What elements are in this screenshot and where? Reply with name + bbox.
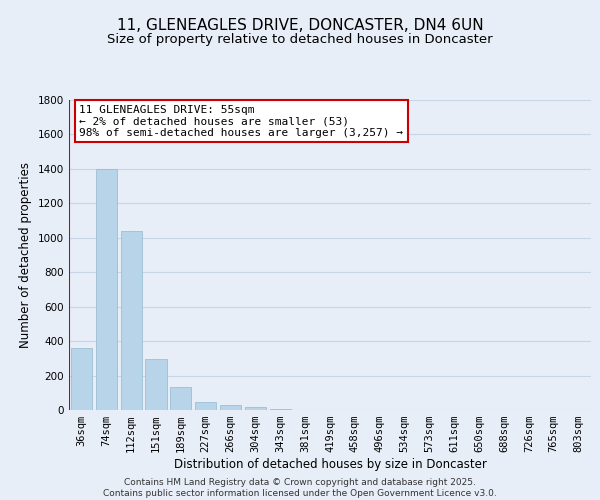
Bar <box>145 359 167 410</box>
Text: 11, GLENEAGLES DRIVE, DONCASTER, DN4 6UN: 11, GLENEAGLES DRIVE, DONCASTER, DN4 6UN <box>116 18 484 32</box>
Bar <box>96 169 117 410</box>
Bar <box>245 406 266 410</box>
Text: Size of property relative to detached houses in Doncaster: Size of property relative to detached ho… <box>107 32 493 46</box>
X-axis label: Distribution of detached houses by size in Doncaster: Distribution of detached houses by size … <box>173 458 487 471</box>
Bar <box>170 387 191 410</box>
Bar <box>71 348 92 410</box>
Bar <box>220 405 241 410</box>
Text: Contains HM Land Registry data © Crown copyright and database right 2025.
Contai: Contains HM Land Registry data © Crown c… <box>103 478 497 498</box>
Bar <box>270 409 291 410</box>
Bar <box>121 231 142 410</box>
Text: 11 GLENEAGLES DRIVE: 55sqm
← 2% of detached houses are smaller (53)
98% of semi-: 11 GLENEAGLES DRIVE: 55sqm ← 2% of detac… <box>79 104 403 138</box>
Y-axis label: Number of detached properties: Number of detached properties <box>19 162 32 348</box>
Bar <box>195 402 216 410</box>
